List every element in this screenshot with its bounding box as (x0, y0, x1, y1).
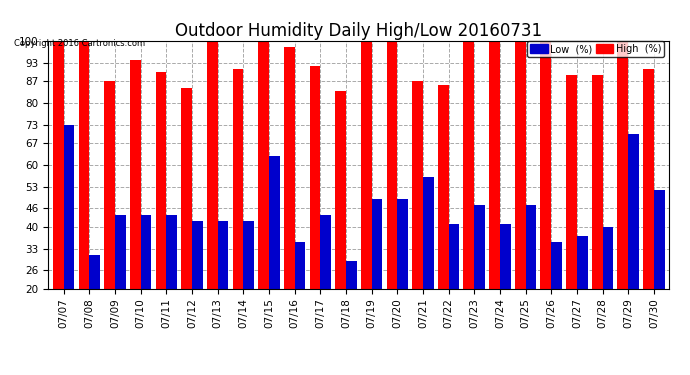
Bar (115, 214, 126, 289)
Bar (448, 224, 460, 289)
Bar (423, 177, 434, 289)
Bar (412, 81, 423, 289)
Bar (244, 220, 254, 289)
Bar (618, 41, 628, 289)
Bar (500, 224, 511, 289)
Bar (489, 41, 500, 289)
Bar (269, 156, 279, 289)
Bar (464, 41, 474, 289)
Bar (166, 214, 177, 289)
Bar (346, 261, 357, 289)
Bar (130, 60, 141, 289)
Bar (386, 41, 397, 289)
Bar (79, 41, 90, 289)
Bar (515, 41, 526, 289)
Bar (602, 227, 613, 289)
Bar (192, 220, 203, 289)
Bar (310, 66, 320, 289)
Bar (474, 205, 485, 289)
Bar (233, 69, 244, 289)
Bar (438, 85, 449, 289)
Bar (335, 91, 346, 289)
Bar (372, 199, 382, 289)
Bar (258, 41, 269, 289)
Bar (551, 242, 562, 289)
Bar (63, 125, 75, 289)
Bar (207, 41, 217, 289)
Bar (155, 72, 166, 289)
Title: Outdoor Humidity Daily High/Low 20160731: Outdoor Humidity Daily High/Low 20160731 (175, 22, 542, 40)
Text: Copyright 2016 Cartronics.com: Copyright 2016 Cartronics.com (14, 39, 145, 48)
Bar (540, 41, 551, 289)
Bar (566, 75, 577, 289)
Bar (90, 255, 100, 289)
Bar (181, 88, 192, 289)
Bar (592, 75, 602, 289)
Bar (104, 81, 115, 289)
Bar (643, 69, 654, 289)
Bar (141, 214, 152, 289)
Bar (53, 41, 63, 289)
Bar (577, 236, 588, 289)
Bar (397, 199, 408, 289)
Bar (526, 205, 536, 289)
Bar (217, 220, 228, 289)
Bar (284, 48, 295, 289)
Bar (628, 134, 639, 289)
Legend: Low  (%), High  (%): Low (%), High (%) (527, 41, 664, 57)
Bar (295, 242, 306, 289)
Bar (361, 41, 372, 289)
Bar (654, 190, 664, 289)
Bar (320, 214, 331, 289)
